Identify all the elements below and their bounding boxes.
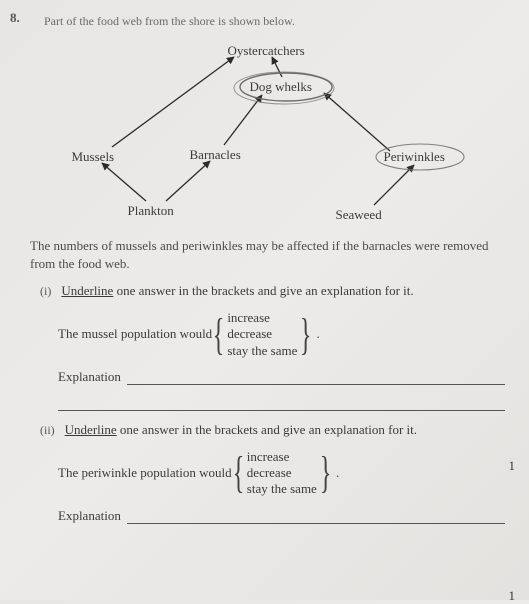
foodweb-svg [38,37,498,227]
foodweb-node-seaweed: Seaweed [336,207,382,223]
foodweb-node-plankton: Plankton [128,203,174,219]
period: . [316,326,319,342]
foodweb-edge [102,163,146,201]
part-i: (i) Underline one answer in the brackets… [40,282,505,411]
part-i-explanation: Explanation [58,369,505,385]
brace-right-icon: } [320,453,332,493]
foodweb-node-dogwhelks: Dog whelks [250,79,312,95]
question-number: 8. [10,10,20,26]
mark-i: 1 [509,458,516,474]
part-ii-explanation: Explanation [58,508,505,524]
answer-line[interactable] [58,399,505,411]
part-ii: (ii) Underline one answer in the bracket… [40,421,505,524]
option: stay the same [247,481,317,497]
part-i-label: (i) [40,284,51,298]
part-i-instruction: Underline one answer in the brackets and… [61,283,413,298]
part-ii-sentence: The periwinkle population would [58,465,232,481]
foodweb-edge [112,57,234,147]
foodweb-node-periwinkles: Periwinkles [384,149,445,165]
option: increase [247,449,317,465]
period: . [336,465,339,481]
underline-word: Underline [61,283,113,298]
option: decrease [227,326,297,342]
intro-text: Part of the food web from the shore is s… [44,14,505,29]
part-ii-bracket: { increase decrease stay the same } [232,449,332,498]
foodweb-edge [324,93,390,151]
underline-word: Underline [65,422,117,437]
mark-ii: 1 [509,588,516,604]
part-ii-instruction: Underline one answer in the brackets and… [65,422,417,437]
foodweb-edge [374,165,414,205]
part-i-options: increase decrease stay the same [225,310,299,359]
foodweb-diagram: Oystercatchers Dog whelks Mussels Barnacles… [38,37,498,227]
foodweb-edge [166,161,210,201]
option: stay the same [227,343,297,359]
foodweb-node-barnacles: Barnacles [190,147,241,163]
part-i-bracket: { increase decrease stay the same } [212,310,312,359]
brace-right-icon: } [300,315,312,355]
brace-left-icon: { [232,453,244,493]
part-ii-options: increase decrease stay the same [245,449,319,498]
part-ii-label: (ii) [40,423,55,437]
foodweb-edge [224,95,262,145]
part-ii-sentence-row: The periwinkle population would { increa… [58,449,505,498]
foodweb-node-oystercatchers: Oystercatchers [228,43,305,59]
explanation-label: Explanation [58,369,121,385]
option: increase [227,310,297,326]
explanation-label: Explanation [58,508,121,524]
part-i-sentence: The mussel population would [58,326,212,342]
foodweb-node-mussels: Mussels [72,149,115,165]
answer-line[interactable] [127,512,505,524]
transition-text: The numbers of mussels and periwinkles m… [30,237,505,272]
option: decrease [247,465,317,481]
answer-line[interactable] [127,373,505,385]
instruction-rest: one answer in the brackets and give an e… [113,283,413,298]
part-i-sentence-row: The mussel population would { increase d… [58,310,505,359]
instruction-rest: one answer in the brackets and give an e… [117,422,417,437]
brace-left-icon: { [213,315,225,355]
